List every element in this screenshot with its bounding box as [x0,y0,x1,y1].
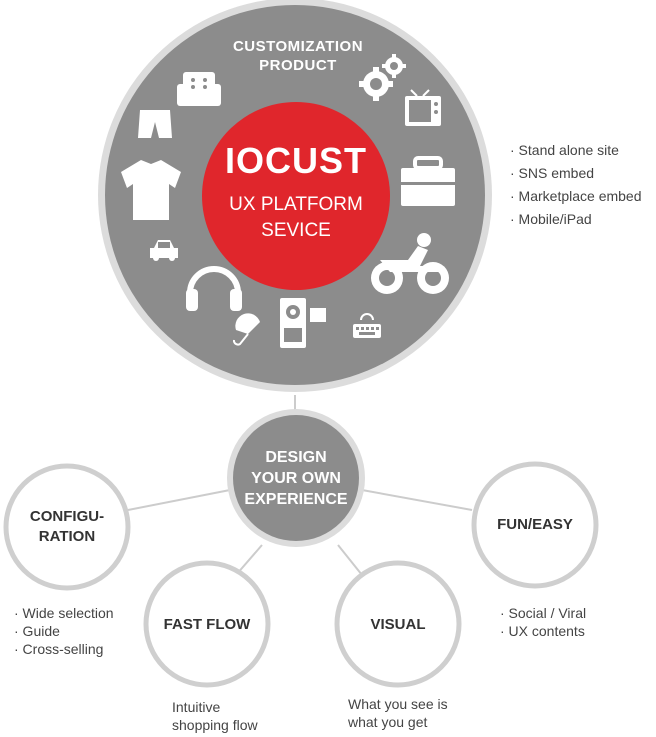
visual-caption-line1: What you see is [348,696,448,712]
fastflow-caption-line2: shopping flow [172,717,258,733]
customization-heading-line1: CUSTOMIZATION [232,38,364,55]
tagline-line1: UX PLATFORM [229,194,363,215]
configuration-title-line2: RATION [38,528,96,545]
configuration-title: CONFIGU- RATION [12,507,122,547]
hub-title: DESIGN YOUR OWN EXPERIENCE [236,447,356,510]
visual-title: VISUAL [370,616,426,633]
configuration-title-line1: CONFIGU- [29,508,105,525]
channels-list: · Stand alone site · SNS embed · Marketp… [510,139,642,231]
hub-title-line1: DESIGN [265,449,327,466]
tshirt-icon [121,160,181,220]
fastflow-caption: Intuitive shopping flow [172,698,258,734]
tv-icon [405,89,441,126]
hub-circle [233,415,359,541]
funeasy-list: · Social / Viral · UX contents [500,604,586,640]
tagline: UX PLATFORM SEVICE [206,192,386,244]
list-item: · Social / Viral [500,605,587,621]
fastflow-title: FAST FLOW [163,616,251,633]
visual-node [334,560,462,688]
funeasy-title: FUN/EASY [497,516,573,533]
keyboard-icon [353,313,381,338]
customization-heading-line2: PRODUCT [259,57,337,74]
hub-title-line2: YOUR OWN [251,470,341,487]
fastflow-caption-line1: Intuitive [172,699,221,715]
configuration-node [3,463,131,591]
connector-hub-funeasy [361,489,473,511]
hub-title-line3: EXPERIENCE [244,491,348,508]
visual-caption: What you see is what you get [348,695,448,731]
umbrella-icon [232,313,260,346]
list-item: · Wide selection [14,605,114,621]
list-item: · Stand alone site [510,142,619,158]
motorbike-icon [371,233,449,294]
brand-title: IOCUST [224,140,367,181]
pants-icon [138,110,172,138]
connector-hub-configuration [127,489,231,511]
list-item: · Marketplace embed [510,188,642,204]
tagline-line2: SEVICE [261,220,331,241]
sofa-icon [177,72,221,106]
configuration-list: · Wide selection · Guide · Cross-selling [14,604,114,658]
funeasy-node [471,461,599,589]
camcorder-icon [280,298,326,348]
list-item: · Mobile/iPad [510,211,592,227]
briefcase-icon [401,156,455,206]
iocust-red-circle [202,102,390,290]
gears-icon [359,54,406,101]
list-item: · Guide [14,623,60,639]
fastflow-node [143,560,271,688]
connector-hub-visual [337,544,363,576]
list-item: · SNS embed [510,165,595,181]
customization-heading: CUSTOMIZATION PRODUCT [200,37,396,75]
car-icon [150,240,178,261]
list-item: · Cross-selling [14,641,104,657]
visual-caption-line2: what you get [348,714,428,730]
headphones-icon [186,266,242,311]
list-item: · UX contents [500,623,585,639]
